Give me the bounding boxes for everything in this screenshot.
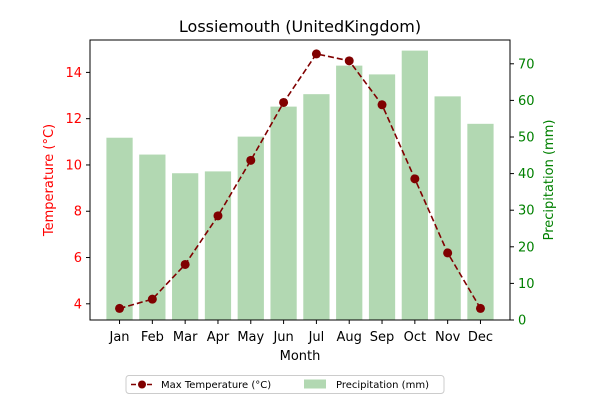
right-axis-tick-label: 0 bbox=[518, 314, 526, 329]
precipitation-bar bbox=[303, 94, 330, 320]
legend-box bbox=[125, 375, 445, 394]
temperature-point bbox=[246, 155, 256, 165]
right-axis-tick-label: 40 bbox=[518, 167, 535, 182]
precipitation-bar bbox=[139, 154, 166, 320]
x-axis-tick-label: Sep bbox=[370, 330, 395, 345]
right-axis-tick-label: 10 bbox=[518, 277, 535, 292]
temperature-point bbox=[377, 100, 387, 110]
temperature-point bbox=[410, 174, 420, 184]
x-axis-tick-label: Oct bbox=[404, 330, 426, 345]
precipitation-bar bbox=[172, 173, 199, 320]
x-axis-tick-label: May bbox=[237, 330, 264, 345]
temperature-point bbox=[213, 211, 223, 221]
temperature-line bbox=[115, 49, 485, 313]
legend-label-temperature: Max Temperature (°C) bbox=[161, 380, 271, 391]
precipitation-bar bbox=[336, 65, 363, 321]
left-axis-title: Temperature (°C) bbox=[42, 124, 57, 237]
x-axis: Jan Feb Mar Apr May Jun Jul Aug Sep Oct Nov Dec bbox=[109, 320, 493, 345]
chart-title: Lossiemouth (UnitedKingdom) bbox=[179, 17, 421, 36]
precipitation-bars bbox=[106, 50, 494, 321]
precipitation-bar bbox=[237, 136, 264, 320]
x-axis-title: Month bbox=[280, 349, 321, 364]
precipitation-bar bbox=[434, 96, 461, 320]
legend-label-precipitation: Precipitation (mm) bbox=[336, 380, 429, 391]
temperature-point bbox=[475, 303, 485, 313]
precipitation-bar bbox=[467, 123, 494, 321]
precipitation-bar bbox=[401, 50, 428, 320]
left-axis-tick-label: 6 bbox=[74, 251, 82, 266]
x-axis-tick-label: Jan bbox=[109, 330, 130, 345]
x-axis-tick-label: Apr bbox=[207, 330, 230, 345]
x-axis-tick-label: Aug bbox=[337, 330, 362, 345]
plot-frame bbox=[89, 39, 511, 321]
legend: Max Temperature (°C) Precipitation (mm) bbox=[125, 375, 445, 394]
right-axis-tick-label: 60 bbox=[518, 94, 535, 109]
right-axis-tick-label: 30 bbox=[518, 204, 535, 219]
precipitation-bar bbox=[204, 171, 232, 320]
left-axis-tick-label: 14 bbox=[65, 66, 82, 81]
x-axis-tick-label: Feb bbox=[141, 330, 164, 345]
temperature-point bbox=[344, 56, 354, 66]
x-axis-tick-label: Nov bbox=[435, 330, 461, 345]
x-axis-tick-label: Jun bbox=[272, 330, 293, 345]
x-axis-tick-label: Dec bbox=[468, 330, 493, 345]
temperature-line-path bbox=[119, 52, 482, 310]
temperature-point bbox=[443, 248, 453, 258]
precipitation-bar bbox=[368, 74, 396, 320]
temperature-point bbox=[279, 97, 289, 107]
left-axis-tick-label: 8 bbox=[74, 205, 82, 220]
temperature-point bbox=[180, 259, 190, 269]
legend-marker-swatch bbox=[138, 380, 146, 389]
left-axis-tick-label: 12 bbox=[65, 112, 82, 127]
right-axis: 0 10 20 30 40 50 60 70 bbox=[510, 57, 535, 329]
right-axis-tick-label: 70 bbox=[518, 57, 535, 72]
right-axis-tick-label: 50 bbox=[518, 130, 535, 145]
left-axis-tick-label: 4 bbox=[74, 297, 82, 312]
left-axis: 4 6 8 10 12 14 bbox=[65, 66, 90, 312]
temperature-point bbox=[147, 294, 157, 304]
right-axis-title: Precipitation (mm) bbox=[542, 120, 557, 241]
precipitation-bar bbox=[270, 106, 297, 320]
right-axis-tick-label: 20 bbox=[518, 240, 535, 255]
temperature-point bbox=[115, 303, 125, 313]
left-axis-tick-label: 10 bbox=[65, 158, 82, 173]
temperature-point bbox=[311, 49, 321, 59]
legend-bar-swatch bbox=[304, 379, 326, 389]
x-axis-tick-label: Jul bbox=[308, 330, 325, 345]
precipitation-bar bbox=[106, 137, 133, 320]
x-axis-tick-label: Mar bbox=[173, 330, 198, 345]
plot-area-border bbox=[89, 39, 511, 321]
